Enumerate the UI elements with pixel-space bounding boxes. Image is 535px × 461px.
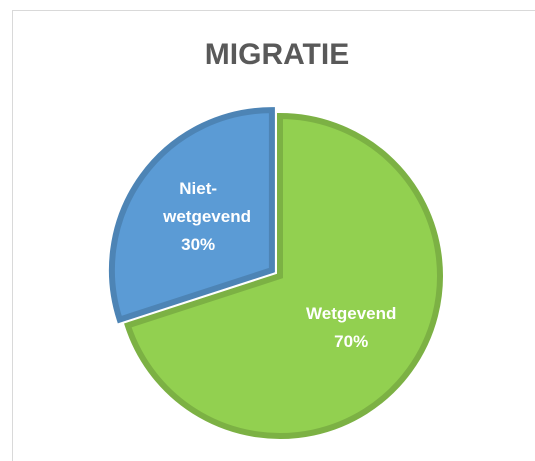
value-label: 70% (334, 331, 369, 351)
value-label: 30% (181, 234, 216, 254)
pie-slice (124, 112, 443, 439)
category-label: Niet-wetgevend (163, 178, 251, 226)
slice-label: Niet-wetgevend 30% (163, 175, 251, 259)
chart-title: MIGRATIE (205, 38, 349, 71)
slice-label: Wetgevend 70% (291, 300, 411, 356)
category-label: Wetgevend (306, 303, 397, 323)
pie-slice (108, 107, 275, 324)
